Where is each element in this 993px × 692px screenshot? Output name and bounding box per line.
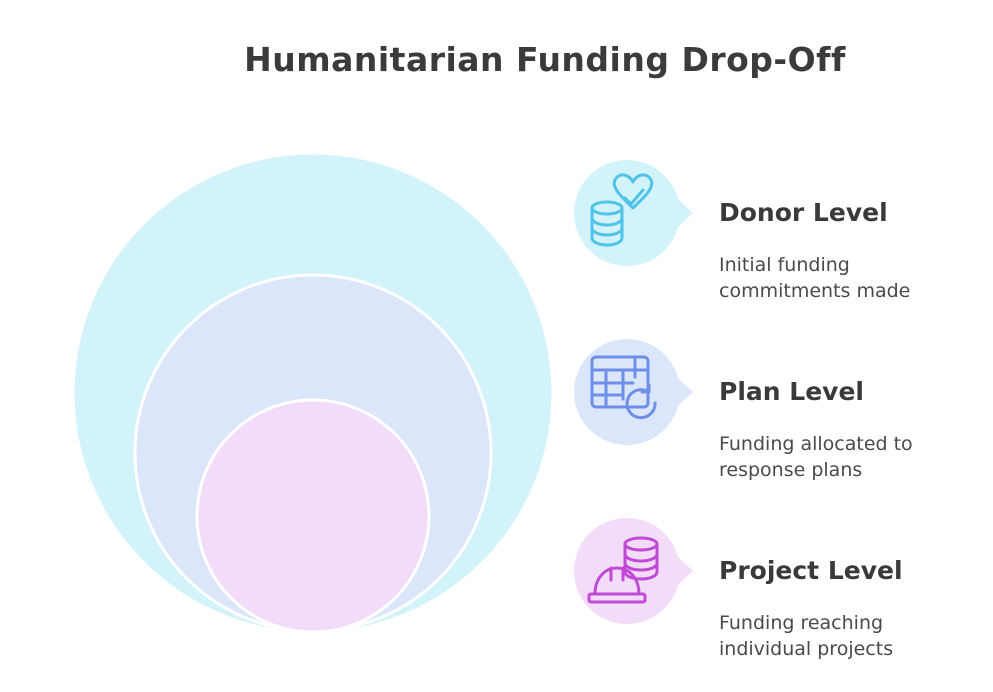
donor-bubble (574, 160, 693, 266)
legend-item-plan: Plan Level Funding allocated to response… (573, 337, 973, 481)
coins-heart-icon (590, 173, 654, 247)
legend-title-project: Project Level (719, 556, 903, 585)
legend-item-project: Project Level Funding reaching individua… (573, 516, 973, 660)
spreadsheet-refresh-icon (590, 355, 657, 420)
legend-title-plan: Plan Level (719, 377, 864, 406)
page-title: Humanitarian Funding Drop-Off (244, 40, 846, 79)
legend-desc-project: Funding reaching individual projects (719, 612, 894, 660)
plan-bubble (574, 339, 693, 445)
legend-desc-plan: Funding allocated to response plans (719, 433, 913, 481)
project-level-circle (195, 398, 431, 634)
hardhat-coins-icon (587, 536, 659, 604)
legend-desc-donor: Initial funding commitments made (719, 254, 911, 302)
legend-title-donor: Donor Level (719, 198, 888, 227)
legend-item-donor: Donor Level Initial funding commitments … (573, 158, 973, 302)
project-bubble (574, 518, 693, 624)
